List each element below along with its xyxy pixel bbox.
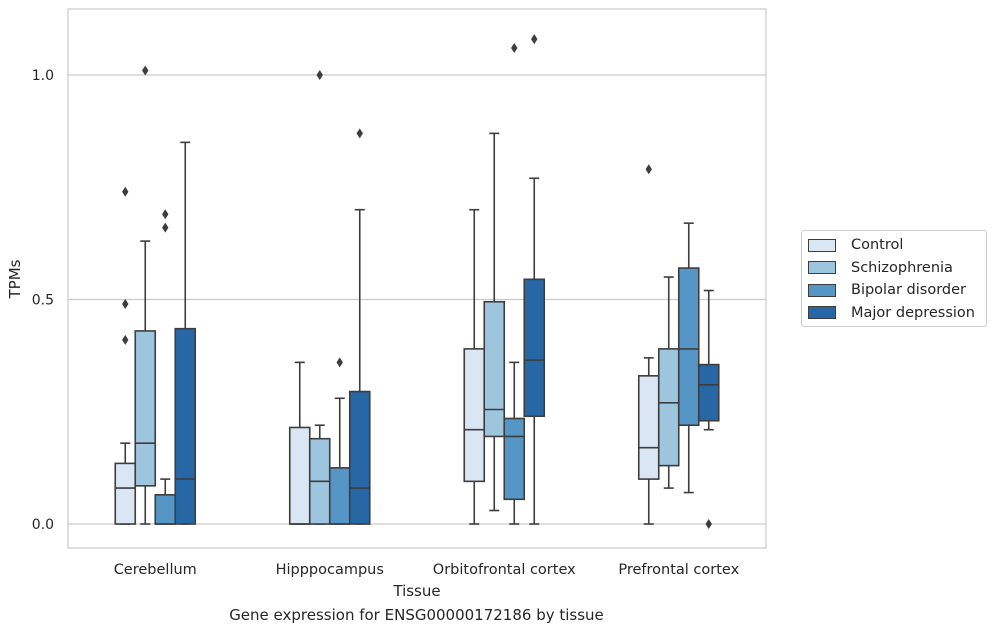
- box: [697, 289, 720, 529]
- box-iqr: [174, 327, 197, 525]
- legend-item: Bipolar disorder: [808, 280, 966, 300]
- series-control: [114, 164, 660, 525]
- outlier-point: [511, 43, 518, 54]
- x-tick-label: Orbitofrontal cortex: [433, 562, 576, 578]
- legend-label: Schizophrenia: [851, 259, 953, 276]
- series-schizophrenia: [134, 65, 680, 525]
- box: [288, 361, 311, 525]
- legend-item: Major depression: [808, 303, 975, 323]
- box-iqr: [114, 462, 137, 525]
- box-iqr: [483, 300, 506, 438]
- legend-swatch: [808, 306, 836, 319]
- legend-swatch: [808, 238, 836, 252]
- y-tick-label: 1.0: [32, 68, 54, 84]
- outlier-point: [645, 164, 652, 175]
- box-iqr: [463, 348, 486, 483]
- box: [114, 186, 137, 525]
- box-iqr: [697, 363, 720, 422]
- outlier-point: [162, 209, 169, 220]
- chart-caption: Gene expression for ENSG00000172186 by t…: [229, 606, 604, 624]
- legend-item: Control: [808, 235, 903, 255]
- legend-item: Schizophrenia: [808, 258, 953, 278]
- y-axis-ticks: 0.00.51.01.52.0: [32, 68, 54, 533]
- legend: Control Schizophrenia Bipolar disorder Majo…: [801, 230, 987, 327]
- outlier-point: [122, 334, 129, 345]
- box-iqr: [677, 267, 700, 427]
- box: [637, 164, 660, 525]
- box-iqr: [657, 348, 680, 467]
- box-iqr: [523, 278, 546, 418]
- y-tick-label: 0.0: [32, 517, 54, 533]
- box-iqr: [328, 467, 351, 525]
- outlier-point: [316, 70, 323, 80]
- legend-label: Major depression: [851, 304, 975, 321]
- box: [503, 43, 526, 525]
- box: [657, 276, 680, 489]
- plot-area: [114, 34, 720, 529]
- outlier-point: [122, 298, 129, 309]
- series-bipolar-disorder: [154, 43, 700, 525]
- y-tick-label: 0.5: [32, 293, 54, 309]
- y-axis-label: TPMs: [6, 259, 24, 299]
- x-tick-label: Prefrontal cortex: [618, 562, 739, 578]
- box-iqr: [637, 375, 660, 480]
- legend-label: Bipolar disorder: [851, 282, 966, 298]
- x-tick-label: Cerebellum: [114, 562, 197, 578]
- x-axis-label: Tissue: [392, 582, 440, 600]
- outlier-point: [122, 186, 129, 197]
- box: [463, 208, 486, 525]
- outlier-point: [356, 128, 363, 139]
- series-major-depression: [174, 34, 720, 529]
- box: [174, 141, 197, 525]
- outlier-point: [531, 34, 538, 45]
- outlier-point: [162, 222, 169, 233]
- x-tick-label: Hipppocampus: [276, 562, 384, 578]
- box: [154, 209, 177, 525]
- box: [134, 65, 157, 525]
- box-iqr: [288, 426, 311, 525]
- box: [348, 128, 371, 525]
- box-iqr: [348, 390, 371, 525]
- box-iqr: [134, 330, 157, 487]
- box: [308, 70, 331, 525]
- legend-swatch: [808, 261, 836, 274]
- outlier-point: [705, 519, 712, 529]
- legend-swatch: [808, 283, 836, 297]
- box-iqr: [503, 417, 526, 501]
- box: [483, 132, 506, 512]
- box: [523, 34, 546, 525]
- box: [328, 357, 351, 525]
- plot-frame: [67, 8, 767, 549]
- outlier-point: [336, 357, 343, 368]
- outlier-point: [142, 65, 149, 76]
- box: [677, 222, 700, 494]
- x-axis-ticks: Cerebellum Hipppocampus Orbitofrontal cort…: [114, 562, 740, 578]
- legend-label: Control: [851, 237, 904, 253]
- box-iqr: [154, 494, 177, 525]
